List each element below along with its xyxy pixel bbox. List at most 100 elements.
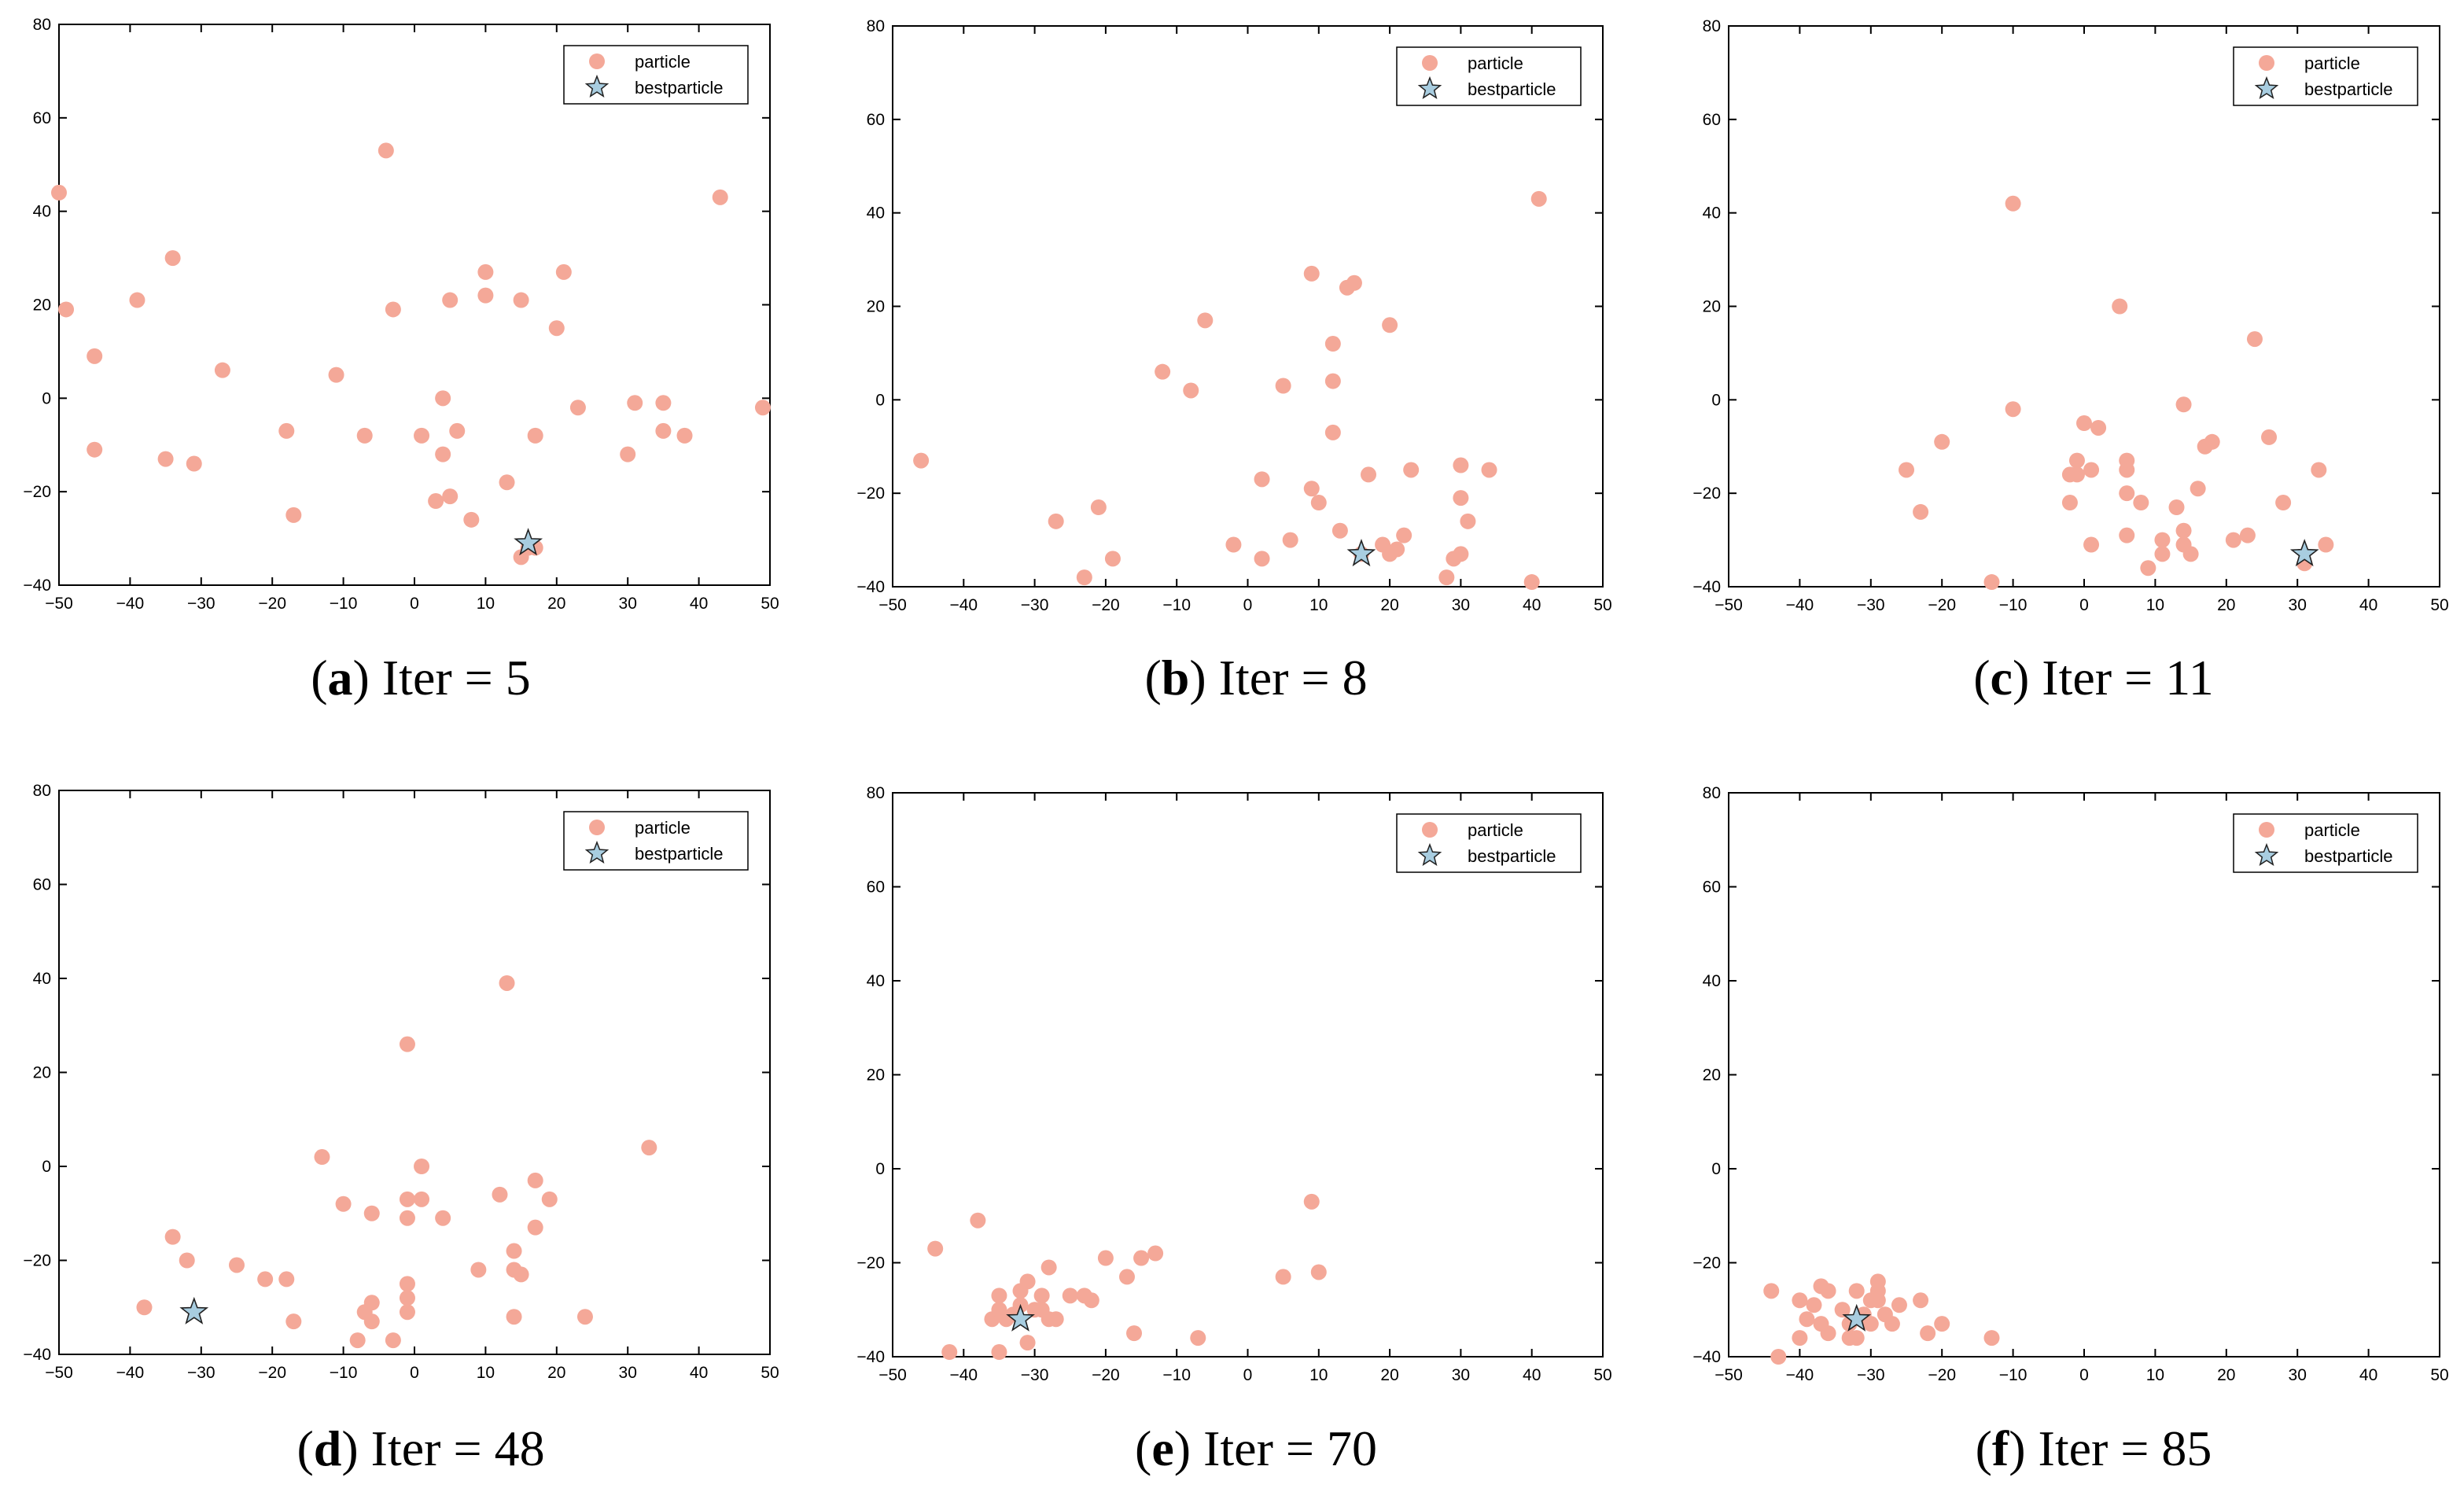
x-tick-label: −40: [949, 1366, 978, 1384]
x-tick-label: −50: [878, 1366, 907, 1384]
particle-point: [527, 1219, 543, 1236]
particle-point: [2068, 452, 2085, 469]
y-tick-label: −40: [1692, 1348, 1721, 1366]
x-tick-label: 0: [2079, 1366, 2089, 1384]
particle-point: [513, 292, 529, 308]
plot-frame: [1728, 792, 2440, 1358]
particle-point: [1763, 1283, 1780, 1299]
particle-point: [1862, 1316, 1879, 1332]
particle-point: [349, 1332, 366, 1349]
x-tick-label: −10: [330, 1364, 358, 1382]
particle-point: [385, 301, 401, 318]
particle-point: [1331, 522, 1348, 539]
particle-point: [1913, 1292, 1929, 1309]
x-tick-label: −30: [187, 1364, 215, 1382]
particle-point: [399, 1036, 415, 1052]
particle-point: [136, 1299, 153, 1316]
particle-point: [1523, 574, 1540, 591]
legend-best-label: bestparticle: [2304, 79, 2393, 99]
particle-point: [164, 1229, 181, 1245]
x-tick-label: −40: [116, 1364, 145, 1382]
y-tick-label: 20: [33, 1064, 51, 1082]
x-tick-label: 40: [1523, 1366, 1541, 1384]
particle-point: [1118, 1269, 1135, 1285]
particle-point: [1147, 1245, 1164, 1262]
legend: particle bestparticle: [1396, 813, 1582, 873]
particle-point: [1869, 1292, 1886, 1309]
caption-f: (f) Iter = 85: [1975, 1420, 2212, 1476]
legend: particle bestparticle: [2233, 813, 2418, 873]
particle-point: [527, 427, 543, 444]
plot-frame: [58, 24, 771, 586]
y-tick-label: −40: [23, 1346, 51, 1364]
particle-point: [1792, 1292, 1808, 1309]
bestparticle-point: [1346, 539, 1376, 567]
particle-point: [2261, 429, 2278, 445]
particle-point: [442, 488, 459, 505]
particle-point: [548, 320, 565, 337]
particle-point: [2190, 481, 2206, 497]
caption-e: (e) Iter = 70: [1135, 1420, 1377, 1476]
legend-particle-marker: [589, 820, 605, 835]
bestparticle-point: [1006, 1303, 1035, 1332]
legend-particle-label: particle: [635, 818, 691, 838]
y-tick-label: 40: [33, 970, 51, 988]
particle-point: [2175, 396, 2192, 413]
particle-point: [129, 292, 145, 308]
caption-a-title: Iter = 5: [381, 650, 531, 705]
particle-point: [87, 348, 103, 364]
x-tick-label: 20: [2217, 596, 2235, 614]
caption-e-title: Iter = 70: [1203, 1420, 1377, 1476]
particle-point: [2225, 532, 2241, 548]
y-tick-label: 80: [33, 782, 51, 800]
x-tick-label: −50: [878, 596, 907, 614]
particle-point: [470, 1262, 487, 1278]
particle-point: [1019, 1273, 1036, 1290]
x-tick-label: −10: [1162, 596, 1191, 614]
legend: particle bestparticle: [563, 45, 749, 105]
legend-particle-label: particle: [1468, 820, 1523, 840]
particle-point: [477, 263, 494, 280]
particle-point: [1920, 1325, 1936, 1342]
particle-point: [1453, 457, 1469, 473]
plot-frame: [892, 25, 1604, 588]
particle-point: [2246, 331, 2263, 348]
y-tick-label: 0: [42, 389, 51, 407]
legend-best-label: bestparticle: [2304, 846, 2393, 866]
x-tick-label: 0: [1243, 596, 1253, 614]
particle-point: [2275, 495, 2292, 511]
x-tick-label: 40: [690, 595, 708, 613]
y-tick-label: 20: [867, 1067, 885, 1085]
x-tick-label: −50: [45, 1364, 73, 1382]
particle-point: [1834, 1302, 1851, 1318]
chart-panel-a: −50 −40 −30 −20 −10 0 10 20 30 40 50−40−2002040608…: [23, 16, 779, 613]
particle-point: [1133, 1250, 1150, 1266]
particle-point: [435, 1210, 451, 1226]
legend-particle-marker: [1422, 822, 1438, 838]
legend-best-label: bestparticle: [1468, 846, 1556, 866]
particle-point: [2061, 495, 2078, 511]
particle-point: [2112, 298, 2128, 315]
x-tick-label: −40: [949, 596, 978, 614]
chart-panel-e: −50 −40 −30 −20 −10 0 10 20 30 40 50−40−2002040608…: [856, 784, 1611, 1384]
x-tick-label: 40: [690, 1364, 708, 1382]
particle-point: [1382, 317, 1398, 333]
particle-point: [2090, 419, 2107, 436]
particle-point: [1275, 1269, 1291, 1285]
particle-point: [1183, 382, 1199, 399]
particle-point: [1983, 574, 2000, 591]
y-tick-label: −20: [856, 484, 885, 503]
plot-frame: [1728, 25, 2440, 588]
particle-point: [356, 427, 373, 444]
particle-point: [2239, 527, 2256, 543]
particle-point: [363, 1313, 380, 1330]
x-tick-label: 10: [1309, 1366, 1328, 1384]
particle-point: [229, 1257, 245, 1273]
particle-point: [414, 1159, 430, 1174]
particle-point: [179, 1252, 195, 1269]
caption-d-title: Iter = 48: [370, 1420, 545, 1476]
x-tick-label: −30: [1021, 1366, 1049, 1384]
particle-point: [1770, 1349, 1787, 1365]
particle-point: [1048, 1311, 1064, 1328]
x-tick-label: 30: [1452, 596, 1470, 614]
